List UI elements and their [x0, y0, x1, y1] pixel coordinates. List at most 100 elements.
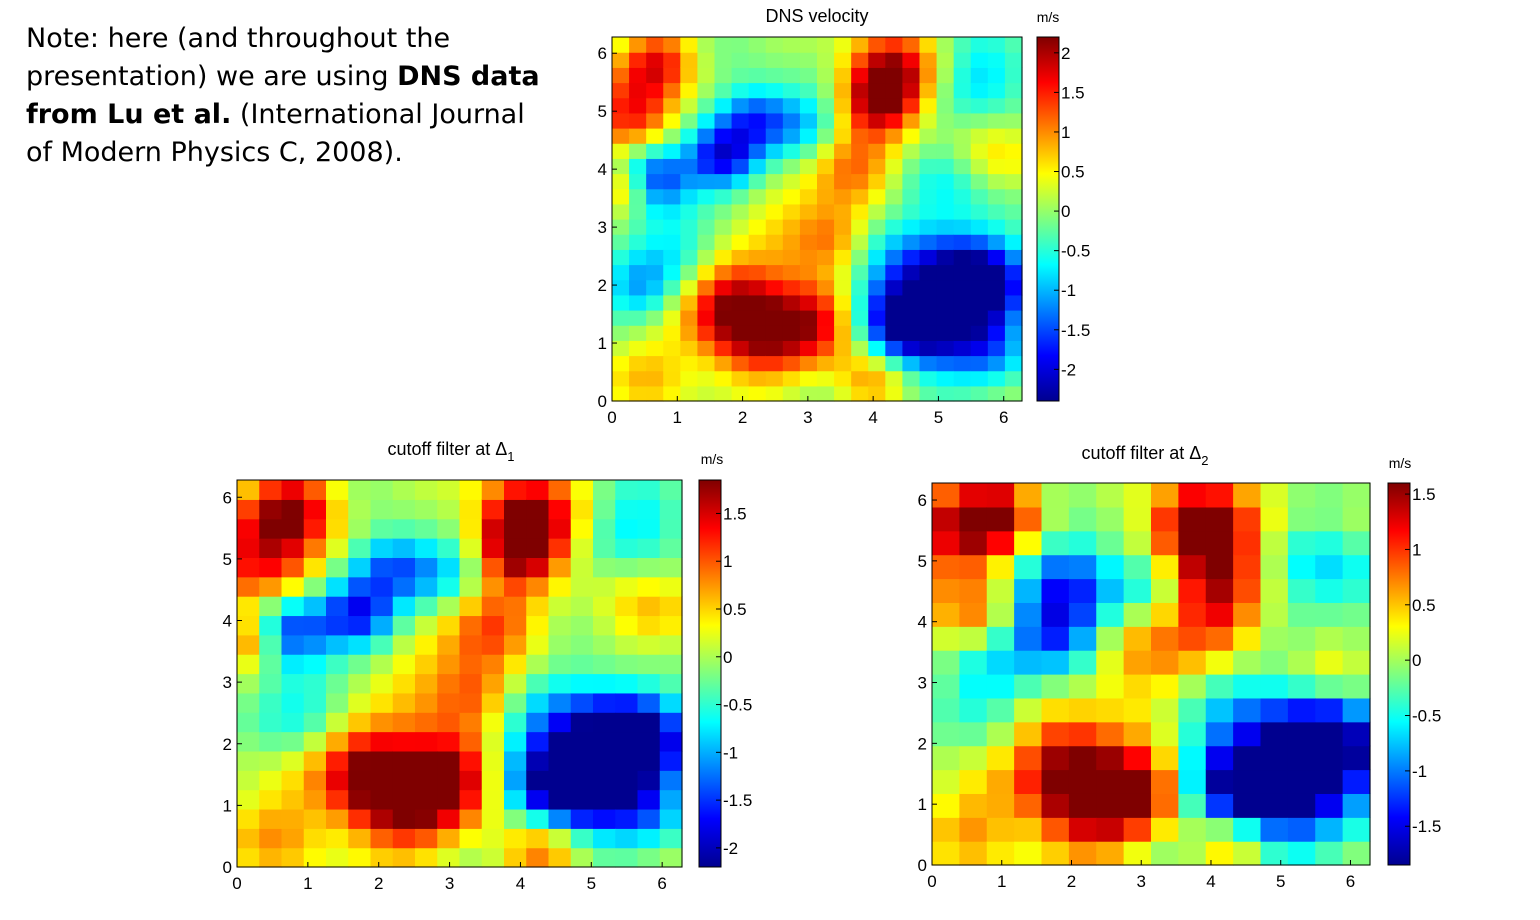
heatmap-cell [782, 249, 801, 266]
heatmap-cell [629, 143, 647, 159]
heatmap-cell [885, 143, 904, 159]
heatmap-cell [348, 615, 372, 636]
heatmap-cell [1178, 697, 1207, 723]
heatmap-cell [919, 188, 938, 205]
heatmap-cell [629, 52, 647, 68]
heatmap-cell [986, 506, 1015, 532]
y-tick-label: 6 [223, 488, 232, 507]
heatmap-cell [697, 234, 716, 250]
heatmap-cell [932, 578, 960, 603]
heatmap-cell [680, 128, 699, 144]
heatmap-cell [437, 596, 461, 617]
heatmap-cell [259, 596, 283, 617]
heatmap-cell [902, 203, 921, 220]
heatmap-cell [1123, 721, 1152, 747]
heatmap-cell [593, 596, 616, 617]
heatmap-cell [659, 480, 683, 500]
heatmap-cell [748, 52, 767, 68]
heatmap-cell [663, 234, 681, 250]
heatmap-cell [697, 219, 716, 235]
heatmap-cell [326, 692, 349, 713]
heatmap-cell [765, 128, 784, 144]
heatmap-cell [1205, 626, 1234, 651]
heatmap-cell [987, 67, 1006, 84]
heatmap-cell [437, 808, 461, 829]
heatmap-cell [868, 310, 886, 326]
x-tick-label: 3 [1137, 872, 1146, 891]
heatmap-cell [593, 808, 616, 829]
heatmap-cell [526, 847, 550, 868]
heatmap-cell [782, 67, 801, 84]
heatmap-cell [953, 112, 972, 129]
heatmap-cell [437, 789, 461, 810]
heatmap-cell [1096, 578, 1125, 603]
heatmap-cell [936, 355, 955, 372]
heatmap-cell [392, 538, 416, 558]
heatmap-cell [1178, 554, 1207, 580]
heatmap-cell [953, 188, 972, 205]
heatmap-cell [437, 538, 461, 558]
heatmap-cell [1233, 602, 1262, 627]
heatmap-cell [799, 219, 818, 235]
heatmap-cell [326, 828, 349, 849]
heatmap-cell [1233, 697, 1262, 723]
heatmap-cell [782, 370, 801, 387]
heatmap-cell [237, 770, 260, 791]
heatmap-cell [348, 770, 372, 791]
heatmap-cell [765, 112, 784, 129]
heatmap-cell [714, 355, 733, 372]
heatmap-cell [970, 52, 989, 68]
heatmap-cell [548, 596, 572, 617]
heatmap-cells [932, 483, 1371, 866]
heatmap-cell [646, 234, 664, 250]
heatmap-cell [281, 750, 305, 771]
heatmap-cell [885, 112, 904, 129]
heatmap-cell [615, 615, 639, 636]
heatmap-cell [348, 712, 372, 733]
heatmap-cell [697, 188, 716, 205]
heatmap-cell [970, 112, 989, 129]
heatmap-cell [459, 692, 483, 713]
heatmap-cell [697, 340, 716, 357]
heatmap-cell [1287, 530, 1316, 556]
heatmap-cell [281, 692, 305, 713]
heatmap-cell [1205, 650, 1234, 675]
heatmap-cell [612, 67, 630, 84]
heatmap-cell [936, 264, 955, 281]
colorbar-tick-label: 0.5 [723, 600, 747, 619]
heatmap-cell [765, 143, 784, 159]
heatmap-cell [1004, 219, 1023, 235]
heatmap-cell [987, 128, 1006, 144]
x-tick-label: 4 [1206, 872, 1215, 891]
heatmap-cell [303, 654, 327, 675]
heatmap-cell [1068, 769, 1097, 794]
heatmap-cell [834, 264, 852, 281]
x-tick-label: 0 [927, 872, 936, 891]
heatmap-cell [959, 602, 988, 627]
heatmap-cell [1178, 841, 1207, 866]
heatmap-cell [1014, 506, 1043, 532]
heatmap-cell [1205, 697, 1234, 723]
heatmap-cell [799, 128, 818, 144]
heatmap-cell [868, 370, 886, 387]
heatmap-cell [834, 52, 852, 68]
heatmap-cell [370, 518, 394, 539]
heatmap-cell [714, 310, 733, 326]
heatmap-cell [370, 596, 394, 617]
colorbar-tick-label: 1 [1412, 540, 1421, 559]
heatmap-cell [1068, 793, 1097, 818]
heatmap-cell [970, 279, 989, 296]
heatmap-cell [663, 219, 681, 235]
heatmap-cell [1096, 721, 1125, 747]
heatmap-cell [1151, 745, 1179, 771]
heatmap-cells [237, 480, 683, 868]
heatmap-cell [680, 143, 699, 159]
heatmap-cell [987, 385, 1006, 402]
heatmap-cell [959, 817, 988, 842]
heatmap-cell [629, 340, 647, 357]
heatmap-cell [437, 480, 461, 500]
heatmap-cell [659, 808, 683, 829]
heatmap-cell [392, 615, 416, 636]
heatmap-cell [637, 789, 661, 810]
heatmap-cell [697, 264, 716, 281]
